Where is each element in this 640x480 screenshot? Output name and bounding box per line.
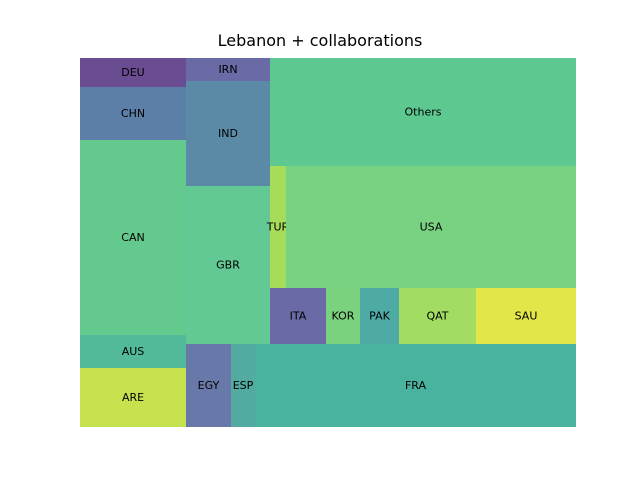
tile-ind xyxy=(186,81,270,186)
tile-label-fra: FRA xyxy=(405,379,427,392)
tile-irn xyxy=(186,58,270,81)
tile-chn xyxy=(80,87,186,140)
tile-label-aus: AUS xyxy=(122,345,145,358)
tile-are xyxy=(80,368,186,427)
tile-gbr xyxy=(186,186,270,344)
tile-usa xyxy=(286,166,576,288)
tile-ita xyxy=(270,288,326,344)
tile-sau xyxy=(476,288,576,344)
tile-can xyxy=(80,140,186,335)
tile-label-usa: USA xyxy=(420,221,443,234)
tile-label-kor: KOR xyxy=(332,310,355,323)
tile-label-chn: CHN xyxy=(121,107,145,120)
tile-qat xyxy=(399,288,476,344)
tile-others xyxy=(270,58,576,166)
tile-egy xyxy=(186,344,231,427)
tile-aus xyxy=(80,335,186,368)
tile-label-ind: IND xyxy=(218,127,238,140)
tile-kor xyxy=(326,288,360,344)
tile-label-deu: DEU xyxy=(121,66,144,79)
tile-label-gbr: GBR xyxy=(216,259,240,272)
tile-pak xyxy=(360,288,399,344)
tile-fra xyxy=(255,344,576,427)
tile-label-egy: EGY xyxy=(198,379,220,392)
tile-esp xyxy=(231,344,255,427)
tile-label-are: ARE xyxy=(122,391,144,404)
tile-label-sau: SAU xyxy=(515,310,538,323)
tile-tur xyxy=(270,166,286,288)
tile-label-pak: PAK xyxy=(369,310,390,323)
chart-title: Lebanon + collaborations xyxy=(217,31,423,50)
tile-label-tur: TUR xyxy=(266,221,290,234)
tile-label-can: CAN xyxy=(121,231,144,244)
tile-deu xyxy=(80,58,186,87)
tile-label-irn: IRN xyxy=(218,63,237,76)
tile-label-qat: QAT xyxy=(426,310,448,323)
tile-label-esp: ESP xyxy=(233,379,254,392)
tile-label-ita: ITA xyxy=(290,310,307,323)
tile-label-others: Others xyxy=(405,106,442,119)
